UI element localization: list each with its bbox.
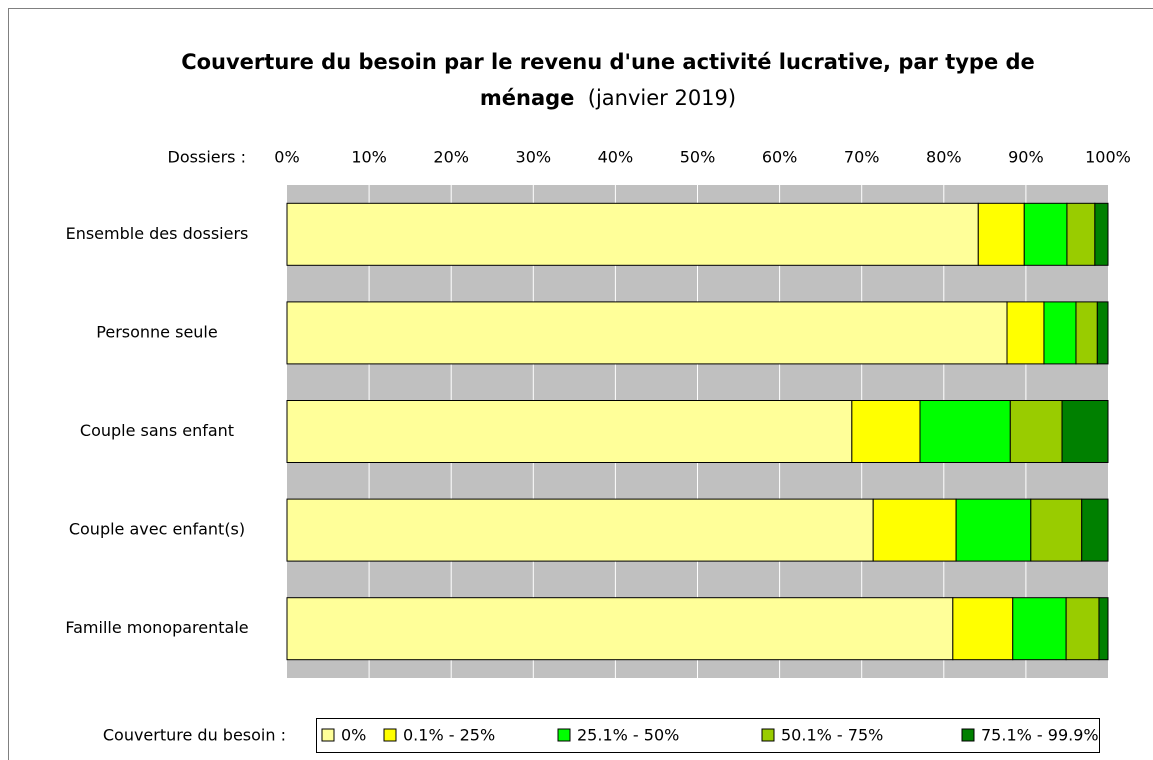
- x-tick-label: 0%: [274, 148, 299, 167]
- legend-swatch: [961, 728, 975, 742]
- legend-label: 50.1% - 75%: [781, 726, 883, 745]
- category-label: Ensemble des dossiers: [66, 224, 249, 243]
- legend-swatch: [557, 728, 571, 742]
- bar-segment: [872, 498, 957, 562]
- bar-segment: [851, 400, 921, 463]
- bar-segment: [952, 597, 1014, 661]
- bar-segment: [286, 202, 979, 266]
- x-tick-label: 50%: [680, 148, 716, 167]
- category-label: Personne seule: [96, 322, 217, 341]
- title-note: (janvier 2019): [587, 86, 737, 110]
- bar-segment: [977, 202, 1025, 266]
- x-tick-label: 100%: [1085, 148, 1131, 167]
- bar-segment: [1006, 301, 1045, 365]
- bar-segment: [1009, 400, 1063, 463]
- bar-segment: [286, 498, 874, 562]
- legend-label: 75.1% - 99.9%: [981, 726, 1099, 745]
- legend-label: 0%: [341, 726, 366, 745]
- title-main: Couverture du besoin par le revenu d'une…: [181, 50, 1035, 110]
- bar-segment: [1065, 597, 1100, 661]
- bar-segment: [1023, 202, 1068, 266]
- category-label: Famille monoparentale: [65, 618, 248, 637]
- x-tick-label: 20%: [433, 148, 469, 167]
- bar-segment: [286, 597, 954, 661]
- bar-segment: [955, 498, 1032, 562]
- category-label: Couple sans enfant: [80, 421, 234, 440]
- bar-segment: [1030, 498, 1083, 562]
- x-tick-label: 70%: [844, 148, 880, 167]
- bar-segment: [286, 400, 853, 463]
- legend-label: 0.1% - 25%: [403, 726, 495, 745]
- legend-swatch: [321, 728, 335, 742]
- bar-segment: [286, 301, 1008, 365]
- x-tick-label: 80%: [926, 148, 962, 167]
- bar-segment: [1012, 597, 1067, 661]
- bar-segment: [1043, 301, 1077, 365]
- x-tick-label: 10%: [351, 148, 387, 167]
- x-tick-label: 30%: [516, 148, 552, 167]
- legend-title: Couverture du besoin :: [103, 726, 286, 745]
- bar-segment: [1096, 301, 1109, 365]
- bar-segment: [1075, 301, 1098, 365]
- bar-segment: [1098, 597, 1109, 661]
- bar-segment: [1061, 400, 1109, 463]
- chart-title: Couverture du besoin par le revenu d'une…: [168, 44, 1048, 116]
- legend-swatch: [383, 728, 397, 742]
- legend-swatch: [761, 728, 775, 742]
- x-tick-label: 40%: [598, 148, 634, 167]
- x-tick-label: 90%: [1008, 148, 1044, 167]
- frame: [8, 8, 1153, 760]
- bar-segment: [1066, 202, 1096, 266]
- legend-label: 25.1% - 50%: [577, 726, 679, 745]
- category-label: Couple avec enfant(s): [69, 520, 245, 539]
- axis-label: Dossiers :: [168, 148, 246, 167]
- bar-segment: [1094, 202, 1109, 266]
- bar-segment: [1081, 498, 1109, 562]
- bar-segment: [919, 400, 1011, 463]
- x-tick-label: 60%: [762, 148, 798, 167]
